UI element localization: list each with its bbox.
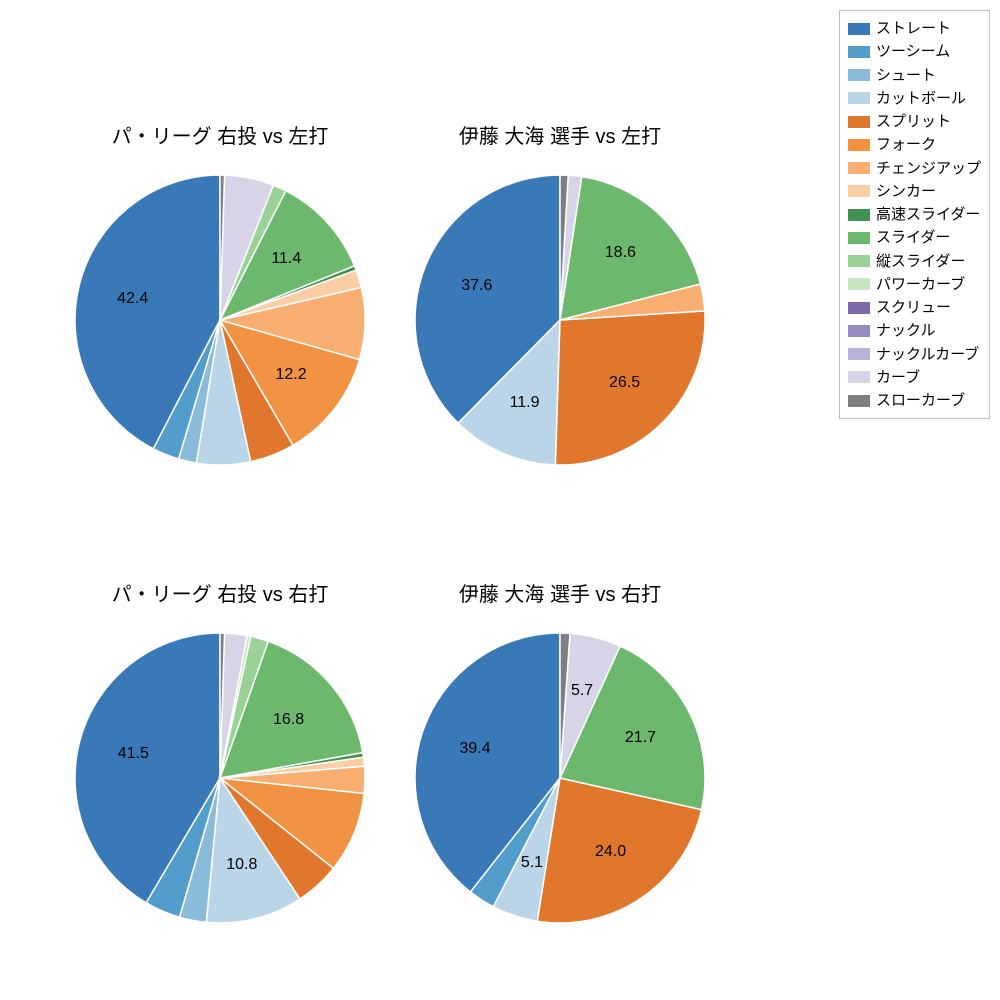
legend-swatch (848, 395, 870, 407)
legend-label: ツーシーム (876, 40, 950, 63)
legend-swatch (848, 162, 870, 174)
slice-label-br-curve: 5.7 (571, 682, 593, 700)
slice-label-tr-slider: 18.6 (605, 244, 636, 262)
legend-label: カーブ (876, 366, 920, 389)
slice-label-bl-slider: 16.8 (273, 711, 304, 729)
legend-swatch (848, 278, 870, 290)
legend-item-fast_slider: 高速スライダー (848, 203, 981, 226)
legend-swatch (848, 69, 870, 81)
legend-label: シンカー (876, 180, 936, 203)
legend-item-slow_curve: スローカーブ (848, 389, 981, 412)
legend-label: ナックル (876, 319, 936, 342)
legend-label: スクリュー (876, 296, 951, 319)
legend-swatch (848, 325, 870, 337)
slice-label-tl-fork: 12.2 (275, 366, 306, 384)
slice-label-tr-straight: 37.6 (461, 277, 492, 295)
pie-chart-tl (73, 173, 367, 467)
slice-label-br-split: 24.0 (595, 843, 626, 861)
legend-item-split: スプリット (848, 110, 981, 133)
legend-item-screw: スクリュー (848, 296, 981, 319)
legend-label: パワーカーブ (876, 273, 965, 296)
legend-label: フォーク (876, 133, 936, 156)
chart-title-tr: 伊藤 大海 選手 vs 左打 (400, 120, 720, 149)
slice-label-bl-cutball: 10.8 (226, 856, 257, 874)
legend-swatch (848, 209, 870, 221)
legend-label: チェンジアップ (876, 157, 981, 180)
legend-label: カットボール (876, 87, 966, 110)
legend-item-cutball: カットボール (848, 87, 981, 110)
legend-swatch (848, 348, 870, 360)
legend-swatch (848, 116, 870, 128)
pie-chart-bl (73, 631, 367, 925)
legend-swatch (848, 302, 870, 314)
legend-item-v_slider: 縦スライダー (848, 250, 981, 273)
legend-label: シュート (876, 64, 936, 87)
legend-label: 縦スライダー (876, 250, 965, 273)
legend-item-fork: フォーク (848, 133, 981, 156)
legend-label: ストレート (876, 17, 951, 40)
slice-label-br-slider: 21.7 (625, 729, 656, 747)
legend-swatch (848, 232, 870, 244)
legend-label: 高速スライダー (876, 203, 980, 226)
chart-title-br: 伊藤 大海 選手 vs 右打 (400, 578, 720, 607)
slice-label-br-straight: 39.4 (459, 740, 490, 758)
slice-label-tr-cutball: 11.9 (510, 394, 540, 412)
legend-item-slider: スライダー (848, 226, 981, 249)
legend-swatch (848, 92, 870, 104)
legend-item-changeup: チェンジアップ (848, 157, 981, 180)
legend-item-knuckle_curve: ナックルカーブ (848, 343, 981, 366)
slice-label-tl-straight: 42.4 (117, 290, 148, 308)
pie-chart-br (413, 631, 707, 925)
legend-swatch (848, 185, 870, 197)
legend: ストレートツーシームシュートカットボールスプリットフォークチェンジアップシンカー… (839, 10, 990, 419)
legend-item-straight: ストレート (848, 17, 981, 40)
slice-label-tr-split: 26.5 (609, 374, 640, 392)
legend-label: ナックルカーブ (876, 343, 979, 366)
slice-label-tl-slider: 11.4 (271, 250, 301, 268)
legend-item-knuckle: ナックル (848, 319, 981, 342)
chart-stage: ストレートツーシームシュートカットボールスプリットフォークチェンジアップシンカー… (0, 0, 1000, 1000)
legend-item-shoot: シュート (848, 64, 981, 87)
legend-swatch (848, 371, 870, 383)
legend-swatch (848, 139, 870, 151)
chart-title-bl: パ・リーグ 右投 vs 右打 (60, 578, 380, 607)
chart-title-tl: パ・リーグ 右投 vs 左打 (60, 120, 380, 149)
legend-swatch (848, 23, 870, 35)
legend-label: スプリット (876, 110, 951, 133)
legend-item-curve: カーブ (848, 366, 981, 389)
legend-swatch (848, 46, 870, 58)
legend-item-power_curve: パワーカーブ (848, 273, 981, 296)
legend-label: スローカーブ (876, 389, 965, 412)
legend-swatch (848, 255, 870, 267)
legend-label: スライダー (876, 226, 950, 249)
legend-item-twoseam: ツーシーム (848, 40, 981, 63)
slice-label-br-cutball: 5.1 (521, 854, 543, 872)
slice-label-bl-straight: 41.5 (118, 745, 149, 763)
pie-chart-tr (413, 173, 707, 467)
legend-item-sinker: シンカー (848, 180, 981, 203)
